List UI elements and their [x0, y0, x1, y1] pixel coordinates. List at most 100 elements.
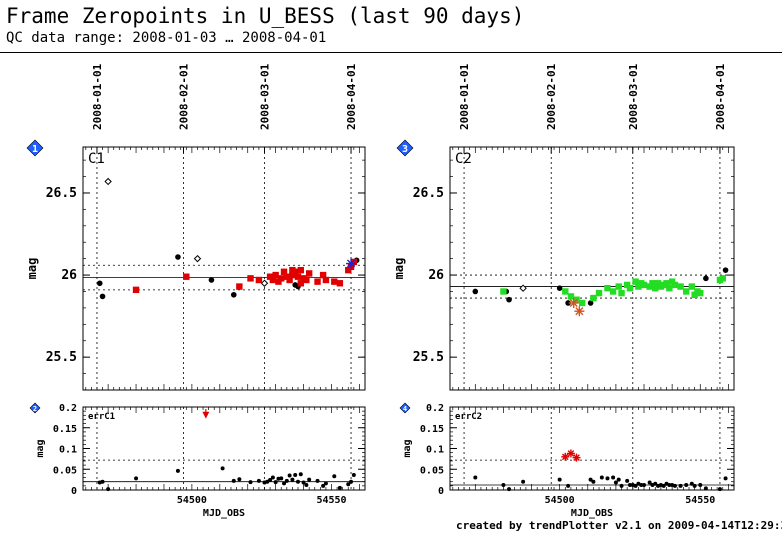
data-point: [175, 468, 180, 473]
data-point: [698, 483, 703, 488]
data-point: [193, 254, 202, 263]
data-point: [682, 288, 690, 295]
data-point: [567, 293, 575, 300]
data-point: [654, 280, 662, 287]
data-point: [247, 275, 254, 282]
data-point: [183, 273, 190, 280]
date-tick-label: 2008-04-01: [714, 63, 727, 130]
y-tick-label: 0.15: [53, 424, 77, 435]
x-axis-label: MJD_OBS: [203, 508, 245, 519]
data-point: [237, 477, 242, 482]
data-point: [202, 409, 210, 419]
data-point: [322, 276, 330, 284]
y-axis-label: mag: [402, 439, 413, 457]
data-point: [303, 276, 310, 284]
data-point: [519, 284, 527, 292]
chip-label: errC1: [88, 412, 115, 422]
date-tick-label: 2008-02-01: [178, 63, 191, 130]
data-point: [134, 476, 139, 481]
chip-label: C2: [455, 151, 472, 167]
data-point: [275, 278, 282, 285]
data-point: [349, 479, 354, 484]
data-point: [507, 487, 512, 492]
data-point: [96, 280, 103, 287]
panel-badge: [29, 402, 41, 414]
panel-badge: [26, 139, 44, 157]
data-point: [104, 177, 112, 186]
data-point: [346, 258, 357, 269]
data-point: [266, 273, 274, 280]
data-point: [282, 481, 287, 486]
data-point: [304, 483, 309, 488]
data-point: [717, 487, 722, 492]
data-point: [556, 285, 563, 292]
data-point: [561, 452, 570, 461]
data-point: [270, 475, 275, 480]
y-tick-label: 26.5: [413, 186, 444, 201]
data-point: [557, 477, 562, 482]
data-point: [578, 299, 586, 307]
data-point: [625, 478, 630, 483]
data-point: [619, 483, 624, 488]
data-point: [332, 474, 337, 479]
data-point: [521, 479, 526, 484]
data-point: [280, 268, 288, 275]
y-tick-label: 26: [428, 268, 444, 283]
data-point: [472, 288, 479, 295]
data-point: [590, 294, 597, 302]
plot-frame: [449, 406, 735, 491]
data-point: [99, 293, 106, 300]
y-tick-label: 26: [61, 268, 77, 283]
data-point: [626, 285, 634, 292]
data-point: [236, 283, 243, 290]
data-point: [623, 281, 631, 289]
data-point: [562, 288, 569, 295]
data-point: [633, 483, 638, 488]
y-axis-label: mag: [35, 439, 46, 457]
created-by-footer: created by trendPlotter v2.1 on 2009-04-…: [456, 519, 782, 532]
data-point: [286, 276, 293, 284]
panel-errc1: 0 0.05 0.1 0.15 0.2 54500 54550 MJD_OBS mag errC1…: [29, 402, 366, 519]
data-point: [307, 477, 312, 482]
data-point: [295, 479, 300, 484]
data-point: [290, 477, 295, 482]
page-title: Frame Zeropoints in U_BESS (last 90 days…: [6, 4, 525, 28]
panel-badge: [399, 402, 411, 414]
data-point: [315, 478, 320, 483]
data-point: [689, 481, 694, 486]
x-tick-label: 54500: [545, 495, 575, 506]
data-point: [671, 281, 679, 289]
data-point: [297, 266, 304, 274]
data-point: [632, 278, 639, 285]
data-point: [272, 271, 279, 279]
data-point: [269, 276, 277, 284]
data-point: [231, 478, 236, 483]
data-point: [501, 483, 506, 488]
data-point: [351, 473, 356, 478]
data-point: [260, 279, 269, 287]
data-point: [574, 306, 585, 317]
data-point: [323, 481, 328, 486]
panel-badge-number: 3: [402, 144, 408, 155]
data-point: [672, 483, 677, 488]
y-tick-label: 0.05: [53, 465, 77, 476]
data-point: [273, 480, 278, 485]
data-point: [649, 280, 656, 287]
data-point: [346, 482, 351, 487]
data-point: [279, 476, 284, 481]
y-tick-label: 0: [71, 486, 77, 497]
y-tick-label: 0.05: [420, 465, 444, 476]
data-point: [294, 273, 302, 280]
x-tick-label: 54550: [316, 495, 346, 506]
panel-c1: 2008-01-01 2008-02-01 2008-03-01 2008-04-01…: [25, 63, 366, 391]
data-point: [572, 453, 581, 462]
asterisk-stroke: [347, 259, 356, 268]
data-point: [256, 478, 261, 483]
data-point: [268, 478, 273, 483]
data-point: [722, 267, 729, 273]
data-point: [100, 479, 105, 484]
chip-label: errC2: [455, 412, 482, 422]
data-point: [677, 283, 684, 290]
data-point: [566, 449, 575, 458]
data-point: [703, 275, 709, 282]
